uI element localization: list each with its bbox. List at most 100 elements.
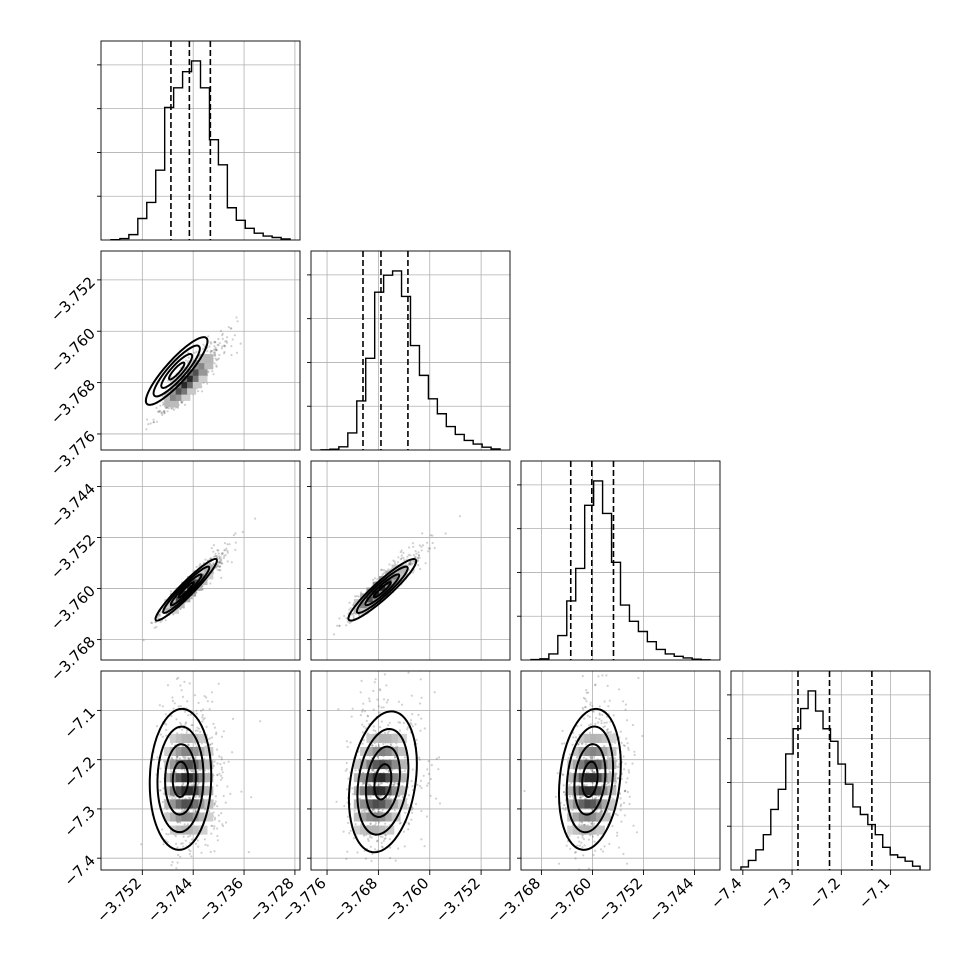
density-cell bbox=[567, 799, 577, 809]
sample-point bbox=[345, 617, 348, 620]
sample-point bbox=[422, 774, 425, 777]
x-tick-label: −3.760 bbox=[381, 874, 433, 926]
density-cell bbox=[584, 786, 594, 796]
sample-point bbox=[589, 723, 593, 726]
sample-point bbox=[411, 562, 414, 565]
sample-point bbox=[556, 772, 559, 775]
sample-point bbox=[226, 549, 229, 553]
sample-point bbox=[631, 723, 635, 727]
sample-point bbox=[165, 832, 168, 836]
sample-point bbox=[589, 755, 592, 758]
sample-point bbox=[354, 823, 357, 826]
sample-point bbox=[179, 705, 182, 708]
density-cell bbox=[372, 825, 382, 835]
sample-point bbox=[220, 756, 223, 759]
sample-point bbox=[403, 756, 406, 759]
sample-point bbox=[388, 795, 391, 798]
density-cell bbox=[187, 825, 197, 835]
sample-point bbox=[254, 517, 257, 520]
sample-point bbox=[207, 656, 209, 658]
sample-point bbox=[603, 725, 607, 728]
sample-point bbox=[182, 755, 185, 758]
density-cell bbox=[391, 564, 401, 574]
sample-point bbox=[591, 782, 594, 785]
contour-line bbox=[373, 763, 393, 801]
sample-point bbox=[369, 784, 372, 787]
x-tick-label: −3.736 bbox=[195, 874, 247, 926]
sample-point bbox=[166, 840, 169, 844]
sample-point bbox=[216, 773, 219, 776]
sample-point bbox=[194, 810, 197, 813]
density-cell bbox=[385, 760, 395, 770]
sample-point bbox=[398, 822, 401, 825]
sample-point bbox=[616, 765, 619, 768]
sample-point bbox=[380, 568, 384, 572]
sample-point bbox=[365, 808, 368, 812]
density-cell bbox=[198, 799, 208, 809]
sample-point bbox=[427, 547, 430, 550]
sample-point bbox=[429, 777, 432, 781]
sample-point bbox=[379, 835, 382, 838]
contour-line bbox=[356, 727, 410, 836]
sample-point bbox=[626, 777, 629, 780]
sample-point bbox=[585, 784, 588, 787]
sample-point bbox=[586, 714, 590, 717]
density-cell bbox=[366, 786, 376, 796]
x-tick-label: −3.744 bbox=[144, 874, 196, 926]
sample-point bbox=[394, 859, 397, 862]
sample-point bbox=[384, 822, 387, 825]
density-cell bbox=[595, 799, 605, 809]
sample-point bbox=[224, 340, 227, 343]
sample-point bbox=[223, 344, 226, 347]
density-cell bbox=[360, 747, 370, 756]
sample-point bbox=[590, 822, 593, 826]
density-cell bbox=[379, 825, 388, 835]
sample-point bbox=[335, 800, 338, 803]
sample-point bbox=[388, 721, 391, 724]
sample-point bbox=[146, 418, 149, 421]
sample-point bbox=[357, 595, 360, 598]
sample-point bbox=[411, 713, 414, 716]
sample-point bbox=[220, 758, 223, 761]
sample-point bbox=[221, 345, 224, 348]
sample-point bbox=[367, 665, 369, 667]
sample-point bbox=[353, 877, 355, 879]
sample-point bbox=[219, 763, 222, 766]
sample-point bbox=[210, 824, 213, 827]
sample-point bbox=[628, 771, 631, 774]
sample-point bbox=[371, 852, 374, 855]
sample-point bbox=[608, 757, 611, 760]
density-cell bbox=[169, 391, 179, 401]
density-cell bbox=[391, 760, 401, 770]
sample-point bbox=[617, 777, 620, 780]
density-cell bbox=[578, 760, 588, 770]
sample-point bbox=[593, 822, 596, 826]
sample-point bbox=[369, 822, 372, 826]
sample-point bbox=[418, 556, 421, 559]
sample-point bbox=[360, 679, 363, 683]
sample-point bbox=[554, 795, 558, 798]
sample-point bbox=[190, 838, 194, 841]
density-cell bbox=[578, 812, 588, 822]
density-cell bbox=[164, 773, 174, 783]
sample-point bbox=[403, 770, 406, 773]
sample-point bbox=[593, 771, 596, 774]
sample-point bbox=[371, 744, 374, 747]
sample-point bbox=[407, 822, 410, 825]
sample-point bbox=[605, 674, 608, 677]
sample-point bbox=[417, 551, 420, 554]
sample-point bbox=[420, 786, 423, 790]
sample-point bbox=[211, 370, 214, 373]
sample-point bbox=[225, 547, 228, 550]
sample-point bbox=[626, 742, 629, 745]
sample-point bbox=[228, 543, 231, 546]
sample-point bbox=[229, 792, 232, 796]
panel-frame bbox=[310, 250, 511, 451]
sample-point bbox=[224, 801, 227, 804]
density-cell bbox=[397, 570, 407, 580]
sample-point bbox=[392, 784, 395, 787]
sample-point bbox=[349, 741, 352, 744]
sample-point bbox=[188, 841, 191, 844]
sample-point bbox=[419, 729, 422, 732]
sample-point bbox=[381, 846, 384, 849]
